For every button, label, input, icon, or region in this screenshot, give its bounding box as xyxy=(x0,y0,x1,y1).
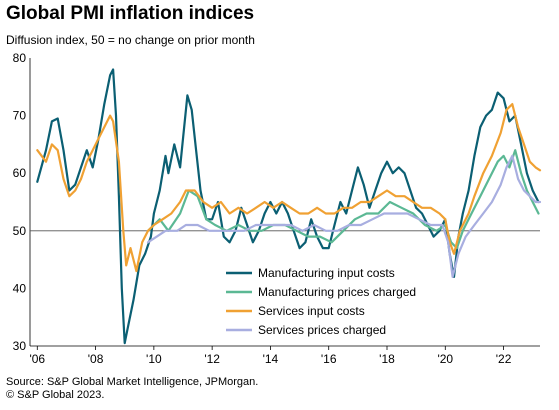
axis-layer: 30 40 50 60 70 80 '06 '08 '10 '12 '14 '16 '18 '20 '22 xyxy=(13,51,540,366)
legend-label-1: Manufacturing input costs xyxy=(258,266,395,280)
x-tick-label: '22 xyxy=(496,352,512,366)
chart-subtitle: Diffusion index, 50 = no change on prior… xyxy=(6,33,255,47)
x-tick-label: '12 xyxy=(204,352,220,366)
x-tick-label: '06 xyxy=(29,352,45,366)
chart-footer: Source: S&P Global Market Intelligence, … xyxy=(6,376,258,402)
y-tick-label: 40 xyxy=(13,281,27,295)
legend-label-3: Services input costs xyxy=(258,304,365,318)
x-tick-label: '20 xyxy=(437,352,453,366)
x-tick-label: '10 xyxy=(146,352,162,366)
y-tick-label: 80 xyxy=(13,51,27,65)
series-line-4 xyxy=(146,154,542,278)
x-tick-label: '18 xyxy=(379,352,395,366)
y-tick-label: 70 xyxy=(13,109,27,123)
copyright-note: © S&P Global 2023. xyxy=(6,389,105,401)
source-note: Source: S&P Global Market Intelligence, … xyxy=(6,376,259,388)
series-layer xyxy=(36,68,542,345)
legend-label-4: Services prices charged xyxy=(258,323,386,337)
y-tick-label: 30 xyxy=(13,339,27,353)
chart-title: Global PMI inflation indices xyxy=(6,3,255,24)
legend-label-2: Manufacturing prices charged xyxy=(258,285,416,299)
y-tick-label: 60 xyxy=(13,166,27,180)
series-line-2 xyxy=(146,149,540,250)
x-tick-label: '14 xyxy=(263,352,279,366)
legend: Manufacturing input costs Manufacturing p… xyxy=(226,266,416,337)
y-tick-label: 50 xyxy=(13,224,27,238)
x-tick-label: '16 xyxy=(321,352,337,366)
series-line-3 xyxy=(36,103,542,273)
x-tick-label: '08 xyxy=(88,352,104,366)
